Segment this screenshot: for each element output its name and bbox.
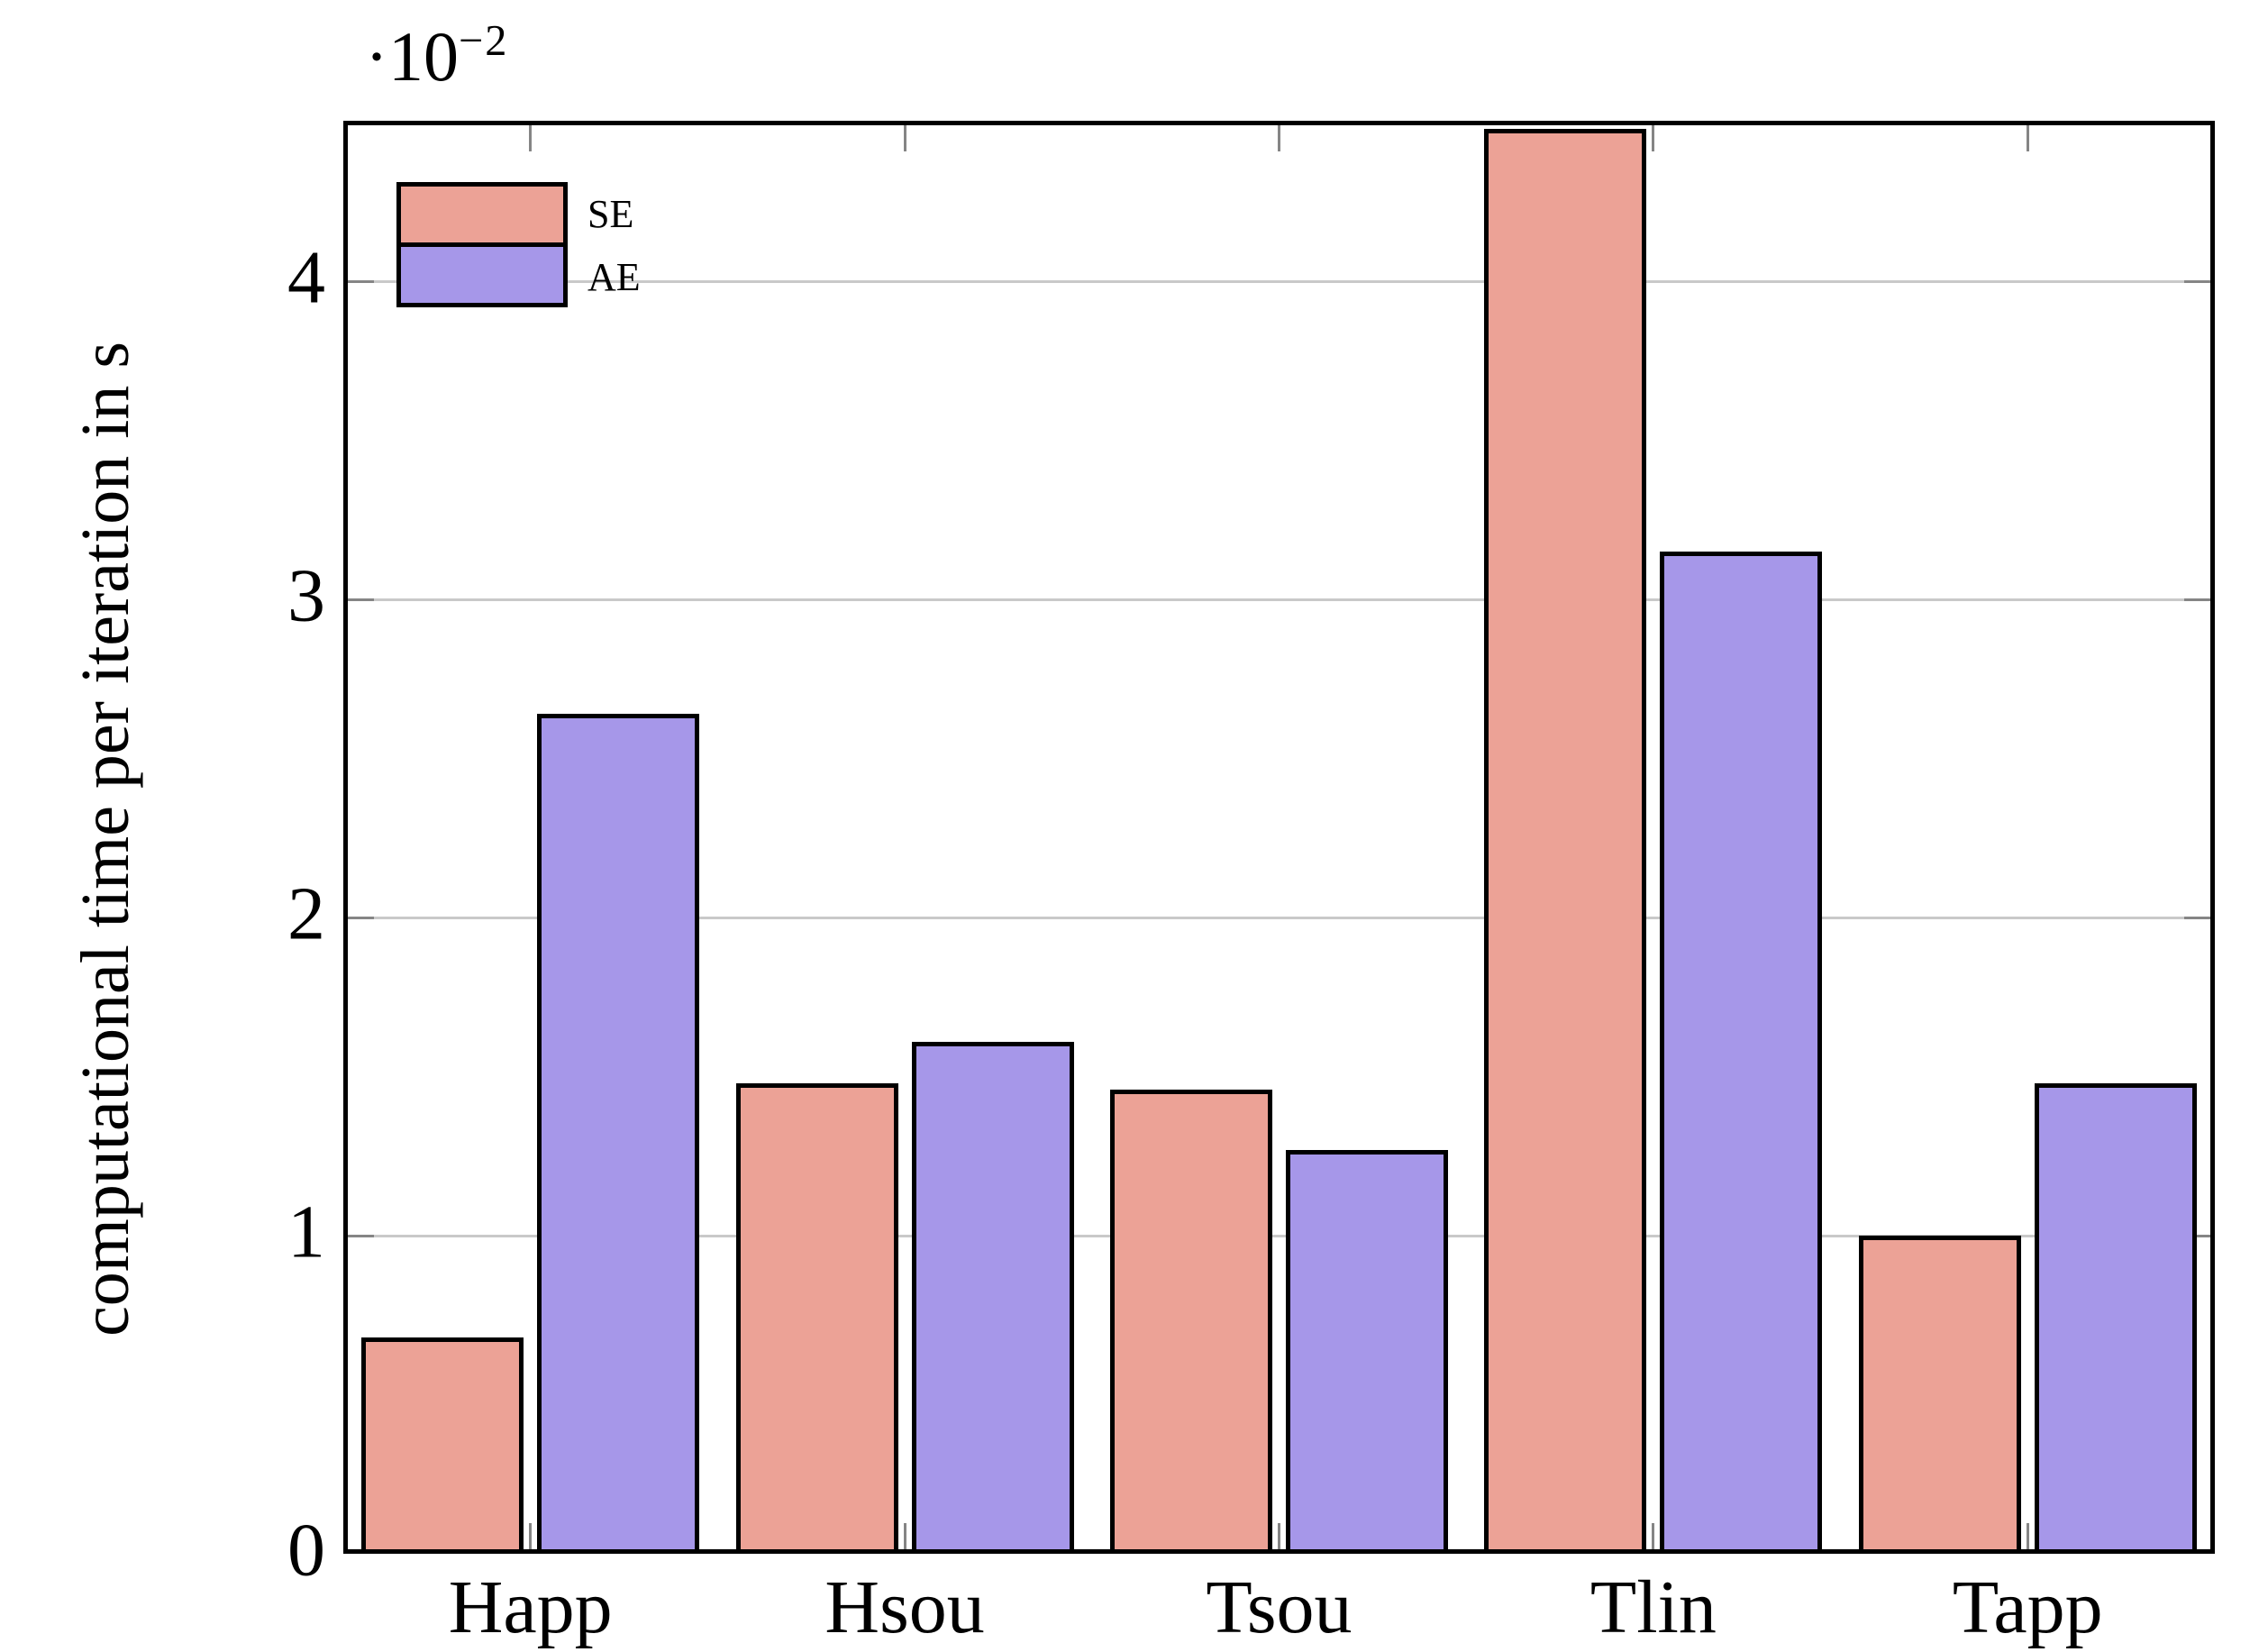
x-tick-bottom-2 <box>1278 1523 1280 1554</box>
x-tick-top-2 <box>1278 121 1280 151</box>
y-axis-multiplier: ·10−2 <box>365 17 509 92</box>
y-tick-left-3 <box>343 598 374 601</box>
y-tick-left-2 <box>343 916 374 919</box>
plot-area <box>343 121 2215 1554</box>
gridline-4 <box>343 279 2215 283</box>
x-tick-top-1 <box>903 121 906 151</box>
x-tick-bottom-4 <box>2026 1523 2029 1554</box>
bar-se-tsou <box>1110 1089 1272 1554</box>
y-tick-right-4 <box>2184 279 2215 283</box>
x-tick-bottom-0 <box>529 1523 533 1554</box>
x-tick-bottom-1 <box>903 1523 906 1554</box>
bar-se-tapp <box>1858 1236 2021 1554</box>
x-tick-label-1: Hsou <box>824 1565 985 1649</box>
legend-swatch-se <box>396 182 568 247</box>
bar-ae-happ <box>537 714 700 1554</box>
y-axis-title: computational time per iteration in s <box>68 342 143 1337</box>
gridline-3 <box>343 598 2215 601</box>
bar-ae-tapp <box>2034 1082 2197 1554</box>
legend: SE AE <box>396 182 641 307</box>
legend-swatch-ae <box>396 242 568 307</box>
bar-ae-tlin <box>1660 552 1823 1554</box>
legend-item-ae: AE <box>396 242 641 307</box>
bar-se-tlin <box>1484 128 1647 1554</box>
y-tick-right-1 <box>2184 1234 2215 1237</box>
x-tick-top-4 <box>2026 121 2029 151</box>
x-tick-bottom-3 <box>1652 1523 1655 1554</box>
x-tick-top-3 <box>1652 121 1655 151</box>
y-tick-right-3 <box>2184 598 2215 601</box>
bar-ae-hsou <box>911 1041 1074 1554</box>
y-tick-label-4: 4 <box>287 235 325 320</box>
y-axis-multiplier-base: ·10 <box>365 17 459 96</box>
x-tick-label-3: Tlin <box>1589 1565 1717 1649</box>
y-tick-right-2 <box>2184 916 2215 919</box>
y-tick-left-1 <box>343 1234 374 1237</box>
bar-se-hsou <box>735 1082 898 1554</box>
gridline-1 <box>343 1234 2215 1237</box>
x-tick-label-2: Tsou <box>1206 1565 1353 1649</box>
legend-label-se: SE <box>587 192 634 236</box>
bar-ae-tsou <box>1286 1149 1448 1554</box>
y-tick-left-4 <box>343 279 374 283</box>
y-axis-multiplier-exponent: −2 <box>458 17 509 65</box>
y-tick-label-3: 3 <box>287 553 325 638</box>
y-tick-label-0: 0 <box>287 1508 325 1593</box>
gridline-2 <box>343 916 2215 919</box>
x-tick-top-0 <box>529 121 533 151</box>
x-tick-label-4: Tapp <box>1952 1565 2103 1649</box>
x-tick-label-0: Happ <box>448 1565 613 1649</box>
legend-label-ae: AE <box>587 254 641 299</box>
y-tick-label-1: 1 <box>287 1190 325 1274</box>
legend-item-se: SE <box>396 182 641 247</box>
bar-se-happ <box>361 1337 524 1554</box>
y-tick-label-2: 2 <box>287 872 325 956</box>
